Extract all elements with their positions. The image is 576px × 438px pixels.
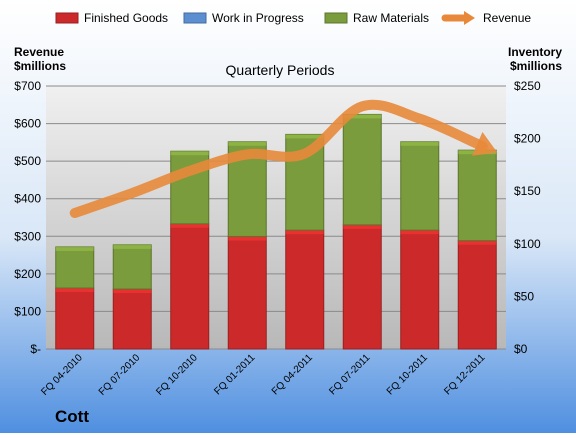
right-axis-label-line2: $millions (510, 59, 562, 73)
bar-segment (112, 288, 152, 350)
bar-segment (457, 240, 497, 350)
left-tick-label: $200 (14, 267, 41, 281)
bar-cap (400, 230, 439, 235)
right-tick-label: $50 (514, 289, 534, 303)
bar-segment (55, 287, 95, 350)
left-axis-label-line1: Revenue (14, 45, 64, 59)
revenue-arrowhead (472, 131, 498, 156)
left-tick-label: $100 (14, 304, 41, 318)
bar-segment (170, 223, 210, 350)
revenue-line (69, 99, 488, 218)
legend-swatch (324, 12, 348, 24)
bar-cap (170, 223, 209, 228)
bar-cap (55, 246, 94, 251)
right-tick-label: $150 (514, 184, 541, 198)
right-axis-label-line1: Inventory (508, 45, 562, 59)
bar-segment (400, 229, 440, 350)
left-tick-label: $700 (14, 79, 41, 93)
chart-title: Quarterly Periods (226, 62, 335, 78)
left-tick-label: $400 (14, 192, 41, 206)
left-axis-label-line2: $millions (14, 59, 66, 73)
legend: Finished Goods Work in Progress Raw Materi… (55, 11, 531, 25)
bar-cap (113, 289, 152, 294)
bar-cap (285, 134, 324, 139)
line-layer (69, 99, 498, 218)
legend-label: Work in Progress (212, 11, 304, 25)
legend-label: Raw Materials (353, 11, 429, 25)
bar-cap (343, 224, 382, 229)
legend-swatch (183, 12, 207, 24)
bar-segment (342, 113, 382, 226)
bar-cap (228, 141, 267, 146)
left-tick-label: $300 (14, 229, 41, 243)
bar-segment (112, 244, 152, 290)
bar-segment (342, 224, 382, 350)
bar-cap (343, 114, 382, 119)
left-tick-label: $600 (14, 117, 41, 131)
bar-segment (227, 235, 267, 350)
bar-cap (285, 230, 324, 235)
bar-segment (285, 229, 325, 350)
bar-segment (457, 149, 497, 242)
left-tick-label: $- (30, 342, 41, 356)
company-name: Cott (55, 407, 89, 426)
right-tick-label: $100 (514, 237, 541, 251)
legend-label: Finished Goods (84, 11, 168, 25)
right-tick-label: $0 (514, 342, 528, 356)
bar-cap (55, 287, 94, 292)
left-tick-label: $500 (14, 154, 41, 168)
right-tick-label: $200 (514, 132, 541, 146)
legend-label: Revenue (483, 11, 531, 25)
legend-swatch-arrow (464, 11, 475, 25)
legend-swatch (55, 12, 79, 24)
bar-segment (400, 141, 440, 231)
bar-cap (458, 240, 497, 245)
bar-cap (113, 244, 152, 249)
bar-cap (228, 236, 267, 241)
right-tick-label: $250 (514, 79, 541, 93)
bar-segment (55, 246, 95, 289)
bar-cap (170, 151, 209, 156)
bar-cap (400, 141, 439, 146)
